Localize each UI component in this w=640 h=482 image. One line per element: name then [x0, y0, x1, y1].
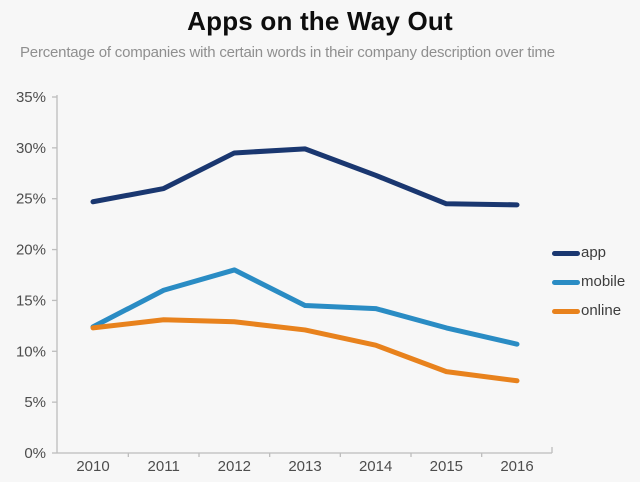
y-tick-label: 5%: [24, 394, 46, 411]
y-tick-label: 20%: [16, 242, 46, 259]
series-line-mobile: [90, 267, 520, 347]
x-tick-label: 2016: [500, 458, 533, 475]
legend: app mobile online: [552, 245, 625, 319]
x-tick-label: 2014: [359, 458, 392, 475]
legend-label-mobile: mobile: [581, 273, 626, 290]
chart-subtitle: Percentage of companies with certain wor…: [20, 44, 555, 61]
legend-swatch-online: [552, 308, 580, 314]
chart-title: Apps on the Way Out: [187, 6, 453, 36]
legend-label-app: app: [581, 244, 607, 261]
x-tick-label: 2012: [218, 458, 251, 475]
y-tick-label: 25%: [16, 191, 46, 208]
y-tick-label: 30%: [16, 140, 46, 157]
series-line-online: [90, 317, 520, 384]
legend-item-online: online: [552, 303, 625, 319]
x-tick-label: 2010: [76, 458, 109, 475]
legend-item-mobile: mobile: [552, 274, 625, 290]
legend-swatch-app: [552, 250, 580, 256]
x-tick-label: 2015: [430, 458, 463, 475]
legend-label-online: online: [581, 302, 622, 319]
y-tick-label: 0%: [24, 445, 46, 462]
series-line-app: [90, 146, 520, 208]
x-tick-label: 2013: [288, 458, 321, 475]
x-tick-label: 2011: [148, 458, 180, 475]
y-tick-label: 10%: [16, 343, 46, 360]
legend-swatch-mobile: [552, 279, 580, 285]
legend-item-app: app: [552, 245, 625, 261]
y-tick-label: 15%: [16, 292, 46, 309]
y-tick-label: 35%: [16, 89, 46, 106]
